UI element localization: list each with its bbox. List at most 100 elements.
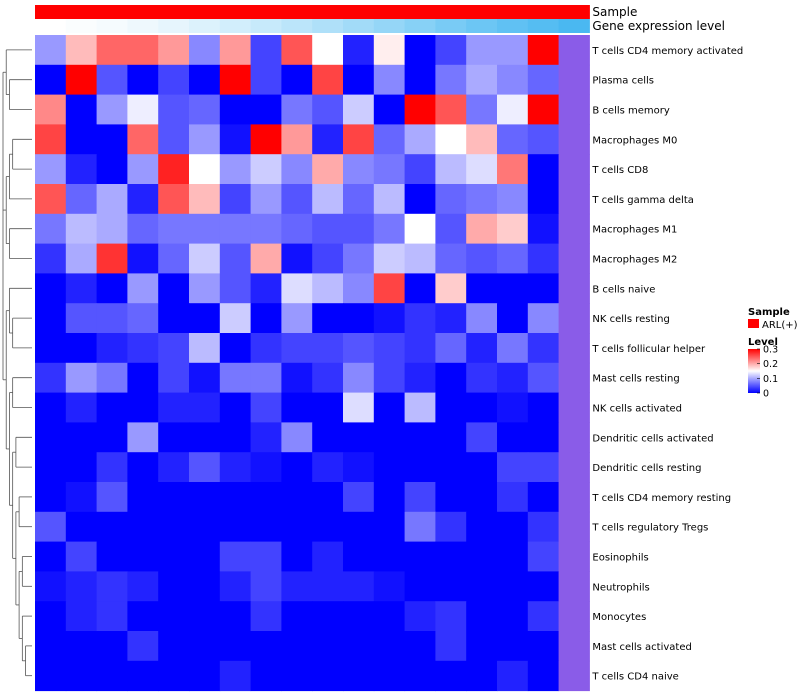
row-label: T cells CD4 memory activated [591, 46, 743, 57]
heatmap-cell [466, 601, 498, 632]
heatmap-cell [250, 124, 282, 155]
heatmap-cell [373, 660, 406, 692]
heatmap-cell [65, 124, 98, 155]
heatmap-cell [343, 35, 375, 66]
row-label: T cells CD4 naive [591, 672, 678, 683]
heatmap-cell [158, 422, 190, 453]
heatmap-cell [189, 571, 221, 602]
heatmap-cell [65, 184, 98, 215]
annotation-track-label: Gene expression level [592, 19, 725, 33]
heatmap-cell [404, 303, 436, 334]
annotation-cell [158, 19, 190, 33]
heatmap-cell [312, 64, 344, 96]
heatmap-cell [127, 273, 159, 304]
heatmap-cell [219, 541, 252, 572]
heatmap-cell [497, 631, 529, 662]
heatmap-cell [281, 660, 313, 692]
heatmap-cell [250, 541, 282, 572]
heatmap-cell [35, 124, 67, 155]
heatmap-cell [250, 273, 282, 304]
heatmap-cell [219, 333, 252, 364]
legend-sample-entry: ARL(+) [762, 320, 798, 331]
heatmap-cell [558, 303, 590, 334]
annotation-cell [127, 5, 159, 19]
heatmap-cell [312, 243, 344, 274]
row-label: B cells memory [592, 106, 669, 117]
heatmap-cell [466, 273, 498, 304]
heatmap-cell [466, 541, 498, 572]
heatmap-cell [65, 303, 98, 334]
annotation-cell [189, 5, 221, 19]
heatmap-cell [373, 243, 406, 274]
heatmap-cell [312, 631, 344, 662]
heatmap-cell [250, 35, 282, 66]
heatmap-cell [65, 333, 98, 364]
heatmap-cell [558, 213, 590, 245]
heatmap-cell [158, 482, 190, 513]
heatmap-cell [435, 303, 467, 334]
row-label: T cells gamma delta [591, 195, 693, 206]
heatmap-cell [96, 541, 128, 572]
heatmap-cell [466, 154, 498, 185]
heatmap-cell [466, 243, 498, 274]
heatmap-cell [96, 273, 128, 304]
heatmap-cell [435, 154, 467, 185]
heatmap-cell [189, 482, 221, 513]
heatmap-cell [373, 303, 406, 334]
heatmap-cell [466, 362, 498, 394]
heatmap-cell [158, 452, 190, 483]
heatmap-cell [373, 94, 406, 125]
heatmap-cell [127, 362, 159, 394]
row-label: NK cells resting [592, 314, 669, 325]
heatmap-cell [527, 422, 560, 453]
heatmap-cell [127, 94, 159, 125]
annotation-cell [96, 19, 128, 33]
heatmap-cell [497, 422, 529, 453]
heatmap-cell [312, 571, 344, 602]
heatmap-cell [527, 333, 560, 364]
heatmap-cell [435, 571, 467, 602]
heatmap-cell [281, 154, 313, 185]
heatmap-cell [96, 511, 128, 543]
annotation-track-label: Sample [592, 5, 637, 19]
annotation-cell [404, 19, 436, 33]
heatmap-cell [250, 154, 282, 185]
heatmap-cell [558, 35, 590, 66]
heatmap-cell [158, 35, 190, 66]
annotation-cell [312, 19, 344, 33]
heatmap-cell [281, 64, 313, 96]
heatmap-cell [373, 571, 406, 602]
heatmap-cell [373, 273, 406, 304]
heatmap-cell [65, 422, 98, 453]
heatmap-cell [527, 303, 560, 334]
heatmap-cell [65, 631, 98, 662]
heatmap-cell [312, 452, 344, 483]
heatmap-cell [189, 362, 221, 394]
heatmap-cells [35, 35, 590, 692]
heatmap-cell [96, 601, 128, 632]
legend: Sample ARL(+) Level 0.3 0.2 0.1 0 [748, 307, 798, 400]
heatmap-cell [35, 333, 67, 364]
heatmap-cell [96, 303, 128, 334]
heatmap-cell [497, 482, 529, 513]
heatmap-cell [250, 213, 282, 245]
heatmap-cell [219, 362, 252, 394]
heatmap-cell [65, 362, 98, 394]
heatmap-cell [558, 333, 590, 364]
annotation-cell [35, 19, 67, 33]
heatmap-cell [558, 601, 590, 632]
heatmap-cell [466, 213, 498, 245]
heatmap-cell [497, 154, 529, 185]
annotation-cell [497, 19, 529, 33]
heatmap-cell [404, 422, 436, 453]
heatmap-cell [96, 333, 128, 364]
heatmap-cell [189, 601, 221, 632]
heatmap-cell [373, 362, 406, 394]
heatmap-cell [497, 124, 529, 155]
heatmap-cell [373, 124, 406, 155]
heatmap-cell [435, 511, 467, 543]
heatmap-cell [466, 571, 498, 602]
heatmap-cell [373, 422, 406, 453]
heatmap-cell [343, 243, 375, 274]
heatmap-cell [158, 631, 190, 662]
